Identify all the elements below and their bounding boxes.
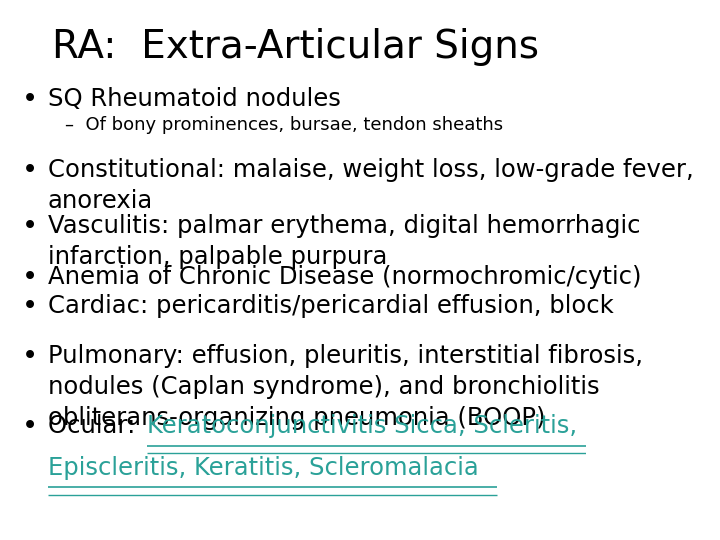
Text: •: • [22, 158, 38, 184]
Text: SQ Rheumatoid nodules: SQ Rheumatoid nodules [48, 86, 341, 111]
Text: •: • [22, 214, 38, 240]
Text: Pulmonary: effusion, pleuritis, interstitial fibrosis,
nodules (Caplan syndrome): Pulmonary: effusion, pleuritis, intersti… [48, 345, 643, 430]
Text: •: • [22, 86, 38, 112]
Text: –  Of bony prominences, bursae, tendon sheaths: – Of bony prominences, bursae, tendon sh… [66, 116, 503, 134]
Text: Episcleritis, Keratitis, Scleromalacia: Episcleritis, Keratitis, Scleromalacia [48, 456, 479, 480]
Text: •: • [22, 294, 38, 320]
Text: Keratoconjunctivitis Sicca, Scleritis,: Keratoconjunctivitis Sicca, Scleritis, [147, 414, 577, 437]
Text: •: • [22, 345, 38, 370]
Text: Vasculitis: palmar erythema, digital hemorrhagic
infarction, palpable purpura: Vasculitis: palmar erythema, digital hem… [48, 214, 640, 269]
Text: RA:  Extra-Articular Signs: RA: Extra-Articular Signs [52, 28, 539, 66]
Text: Anemia of Chronic Disease (normochromic/cytic): Anemia of Chronic Disease (normochromic/… [48, 265, 642, 289]
Text: •: • [22, 414, 38, 440]
Text: Ocular:: Ocular: [48, 414, 143, 437]
Text: Cardiac: pericarditis/pericardial effusion, block: Cardiac: pericarditis/pericardial effusi… [48, 294, 613, 318]
Text: Constitutional: malaise, weight loss, low-grade fever,
anorexia: Constitutional: malaise, weight loss, lo… [48, 158, 693, 213]
Text: •: • [22, 265, 38, 291]
